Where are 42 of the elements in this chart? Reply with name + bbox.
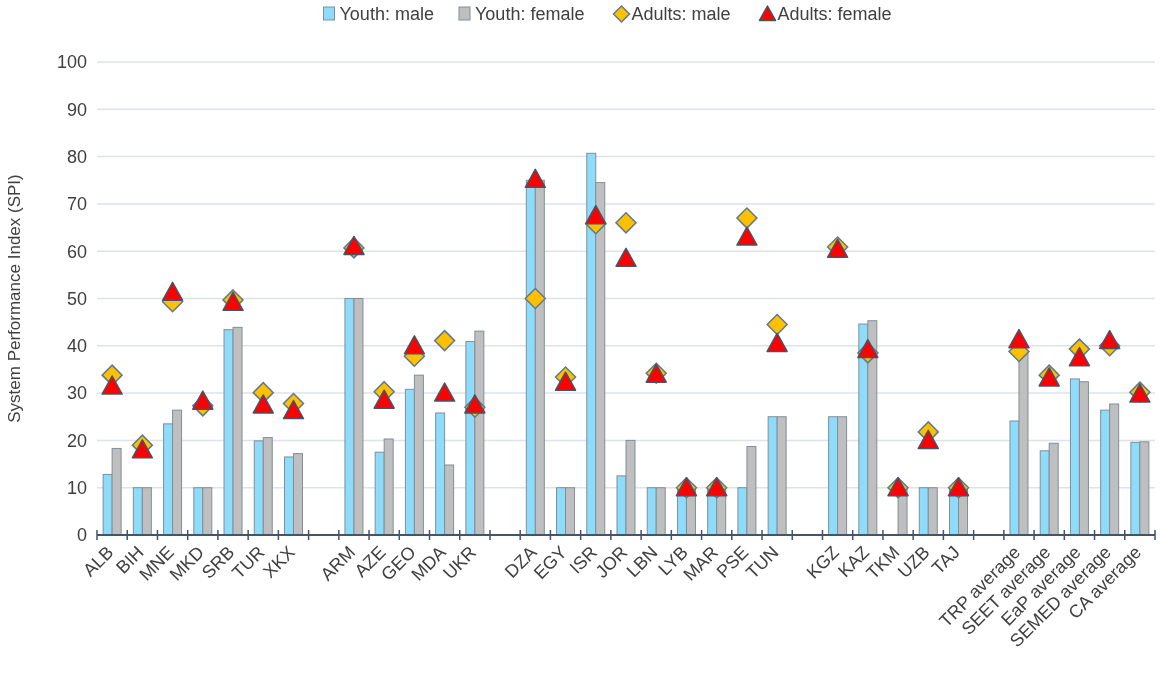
legend-label: Youth: male: [339, 4, 434, 25]
point: [917, 429, 940, 450]
point: [192, 390, 214, 410]
point: [1008, 328, 1030, 349]
point: [433, 382, 456, 402]
y-axis-title: System Performance Index (SPI): [5, 174, 24, 423]
point: [373, 389, 395, 409]
point: [736, 207, 758, 229]
point: [524, 287, 547, 310]
point: [403, 335, 426, 355]
point: [554, 371, 577, 391]
point: [252, 394, 275, 414]
y-tick-label: 60: [66, 241, 87, 262]
y-tick-label: 40: [66, 336, 87, 357]
point: [282, 399, 305, 420]
point: [1068, 346, 1091, 367]
y-tick-label: 80: [66, 146, 87, 167]
point: [615, 247, 637, 268]
point: [131, 439, 154, 459]
y-tick-label: 10: [66, 478, 87, 498]
y-tick-label: 50: [66, 288, 87, 309]
legend-label: Youth: female: [475, 4, 585, 25]
y-tick-label: 0: [76, 525, 87, 546]
point: [736, 226, 758, 246]
y-tick-label: 100: [56, 52, 87, 73]
point: [585, 204, 607, 225]
point: [766, 332, 788, 353]
point: [161, 281, 184, 302]
point: [464, 394, 486, 414]
point: [615, 212, 637, 234]
point: [433, 329, 456, 352]
point: [857, 338, 879, 359]
legend-label: Adults: female: [777, 4, 892, 25]
y-tick-label: 20: [66, 430, 87, 451]
point: [101, 375, 123, 395]
legend-label: Adults: male: [631, 4, 731, 25]
point: [766, 313, 788, 336]
point: [524, 168, 547, 189]
y-tick-label: 30: [66, 383, 87, 404]
point: [1098, 329, 1121, 350]
y-tick-label: 70: [66, 194, 87, 215]
y-tick-label: 90: [66, 99, 87, 120]
